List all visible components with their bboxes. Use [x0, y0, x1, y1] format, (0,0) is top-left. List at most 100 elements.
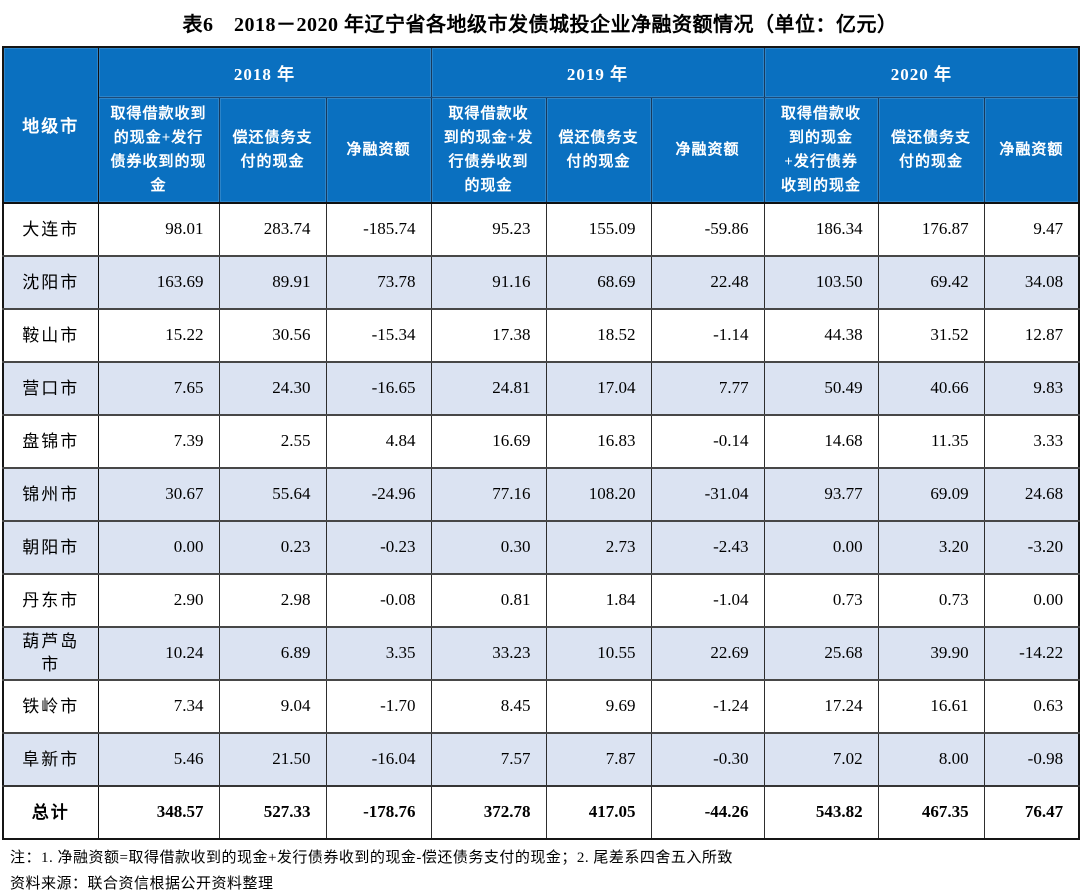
value-cell: 89.91 [218, 254, 327, 309]
value-cell: -2.43 [650, 519, 765, 574]
value-cell: 15.22 [97, 307, 220, 362]
value-cell: 348.57 [97, 784, 220, 839]
value-cell: -14.22 [983, 625, 1080, 680]
net-financing-table: 地级市 2018 年 2019 年 2020 年 取得借款收到的现金+发行债券收… [2, 46, 1080, 840]
value-cell: 543.82 [763, 784, 879, 839]
year-header-2020: 2020 年 [763, 46, 1080, 98]
value-cell: 93.77 [763, 466, 879, 521]
value-cell: 9.69 [545, 678, 652, 733]
value-cell: 7.65 [97, 360, 220, 415]
value-cell: 16.83 [545, 413, 652, 468]
value-cell: 3.33 [983, 413, 1080, 468]
city-cell: 总计 [2, 784, 99, 839]
table-note: 注：1. 净融资额=取得借款收到的现金+发行债券收到的现金-偿还债务支付的现金；… [10, 849, 733, 866]
value-cell: 50.49 [763, 360, 879, 415]
table-row: 营口市 7.65 24.30 -16.65 24.81 17.04 7.77 50.49 40.… [2, 360, 1080, 415]
column-header-2018-net-financing: 净融资额 [325, 96, 432, 203]
value-cell: 7.87 [545, 731, 652, 786]
column-header-2020-borrow-cash: 取得借款收到的现金+发行债券收到的现金 [763, 96, 879, 203]
value-cell: 7.34 [97, 678, 220, 733]
table-row: 鞍山市 15.22 30.56 -15.34 17.38 18.52 -1.14 44.38 3… [2, 307, 1080, 362]
city-cell: 朝阳市 [2, 519, 99, 574]
value-cell: 283.74 [218, 201, 327, 256]
value-cell: 8.00 [877, 731, 985, 786]
value-cell: -3.20 [983, 519, 1080, 574]
city-cell: 铁岭市 [2, 678, 99, 733]
column-header-2018-borrow-cash: 取得借款收到的现金+发行债券收到的现金 [97, 96, 220, 203]
value-cell: -1.24 [650, 678, 765, 733]
value-cell: 2.73 [545, 519, 652, 574]
value-cell: 91.16 [430, 254, 547, 309]
value-cell: 69.09 [877, 466, 985, 521]
value-cell: -16.04 [325, 731, 432, 786]
value-cell: 34.08 [983, 254, 1080, 309]
value-cell: 12.87 [983, 307, 1080, 362]
value-cell: 31.52 [877, 307, 985, 362]
value-cell: -59.86 [650, 201, 765, 256]
value-cell: -185.74 [325, 201, 432, 256]
value-cell: 33.23 [430, 625, 547, 680]
value-cell: 7.02 [763, 731, 879, 786]
value-cell: 98.01 [97, 201, 220, 256]
value-cell: 17.38 [430, 307, 547, 362]
table-source: 资料来源：联合资信根据公开资料整理 [10, 875, 274, 891]
value-cell: 2.98 [218, 572, 327, 627]
column-header-city: 地级市 [2, 46, 99, 203]
year-header-2019: 2019 年 [430, 46, 765, 98]
city-cell: 葫芦岛市 [2, 625, 99, 680]
value-cell: -1.14 [650, 307, 765, 362]
value-cell: -44.26 [650, 784, 765, 839]
value-cell: 11.35 [877, 413, 985, 468]
value-cell: 0.73 [877, 572, 985, 627]
column-header-2019-repay-cash: 偿还债务支付的现金 [545, 96, 652, 203]
value-cell: 69.42 [877, 254, 985, 309]
value-cell: -0.14 [650, 413, 765, 468]
column-header-2019-borrow-cash: 取得借款收到的现金+发行债券收到的现金 [430, 96, 547, 203]
year-header-2018: 2018 年 [97, 46, 432, 98]
value-cell: 0.23 [218, 519, 327, 574]
value-cell: 21.50 [218, 731, 327, 786]
value-cell: 0.63 [983, 678, 1080, 733]
value-cell: -0.08 [325, 572, 432, 627]
city-cell: 阜新市 [2, 731, 99, 786]
table-row: 阜新市 5.46 21.50 -16.04 7.57 7.87 -0.30 7.02 8.00-… [2, 731, 1080, 786]
value-cell: 5.46 [97, 731, 220, 786]
value-cell: 30.67 [97, 466, 220, 521]
table-row: 丹东市 2.90 2.98 -0.08 0.81 1.84 -1.04 0.73 0.73 0.0… [2, 572, 1080, 627]
value-cell: -15.34 [325, 307, 432, 362]
table-row: 葫芦岛市 10.24 6.89 3.35 33.23 10.55 22.69 25.68 39.… [2, 625, 1080, 680]
city-cell: 沈阳市 [2, 254, 99, 309]
value-cell: 10.24 [97, 625, 220, 680]
value-cell: 18.52 [545, 307, 652, 362]
value-cell: 2.55 [218, 413, 327, 468]
value-cell: 467.35 [877, 784, 985, 839]
value-cell: -1.70 [325, 678, 432, 733]
value-cell: 77.16 [430, 466, 547, 521]
value-cell: 0.81 [430, 572, 547, 627]
value-cell: 22.48 [650, 254, 765, 309]
value-cell: 176.87 [877, 201, 985, 256]
value-cell: 3.20 [877, 519, 985, 574]
table-row: 沈阳市 163.69 89.91 73.78 91.16 68.69 22.48 103.50… [2, 254, 1080, 309]
value-cell: 44.38 [763, 307, 879, 362]
value-cell: 2.90 [97, 572, 220, 627]
value-cell: -16.65 [325, 360, 432, 415]
value-cell: 68.69 [545, 254, 652, 309]
value-cell: 24.30 [218, 360, 327, 415]
value-cell: 3.35 [325, 625, 432, 680]
city-cell: 丹东市 [2, 572, 99, 627]
value-cell: 7.39 [97, 413, 220, 468]
value-cell: -31.04 [650, 466, 765, 521]
value-cell: 95.23 [430, 201, 547, 256]
value-cell: 417.05 [545, 784, 652, 839]
value-cell: -0.23 [325, 519, 432, 574]
value-cell: 16.61 [877, 678, 985, 733]
column-header-2020-net-financing: 净融资额 [983, 96, 1080, 203]
table-row: 盘锦市 7.39 2.55 4.84 16.69 16.83 -0.14 14.68 11.35… [2, 413, 1080, 468]
subcolumn-header-row: 取得借款收到的现金+发行债券收到的现金 偿还债务支付的现金 净融资额 取得借款收… [3, 96, 1080, 203]
value-cell: 108.20 [545, 466, 652, 521]
value-cell: -1.04 [650, 572, 765, 627]
value-cell: 73.78 [325, 254, 432, 309]
column-header-2020-repay-cash: 偿还债务支付的现金 [877, 96, 985, 203]
